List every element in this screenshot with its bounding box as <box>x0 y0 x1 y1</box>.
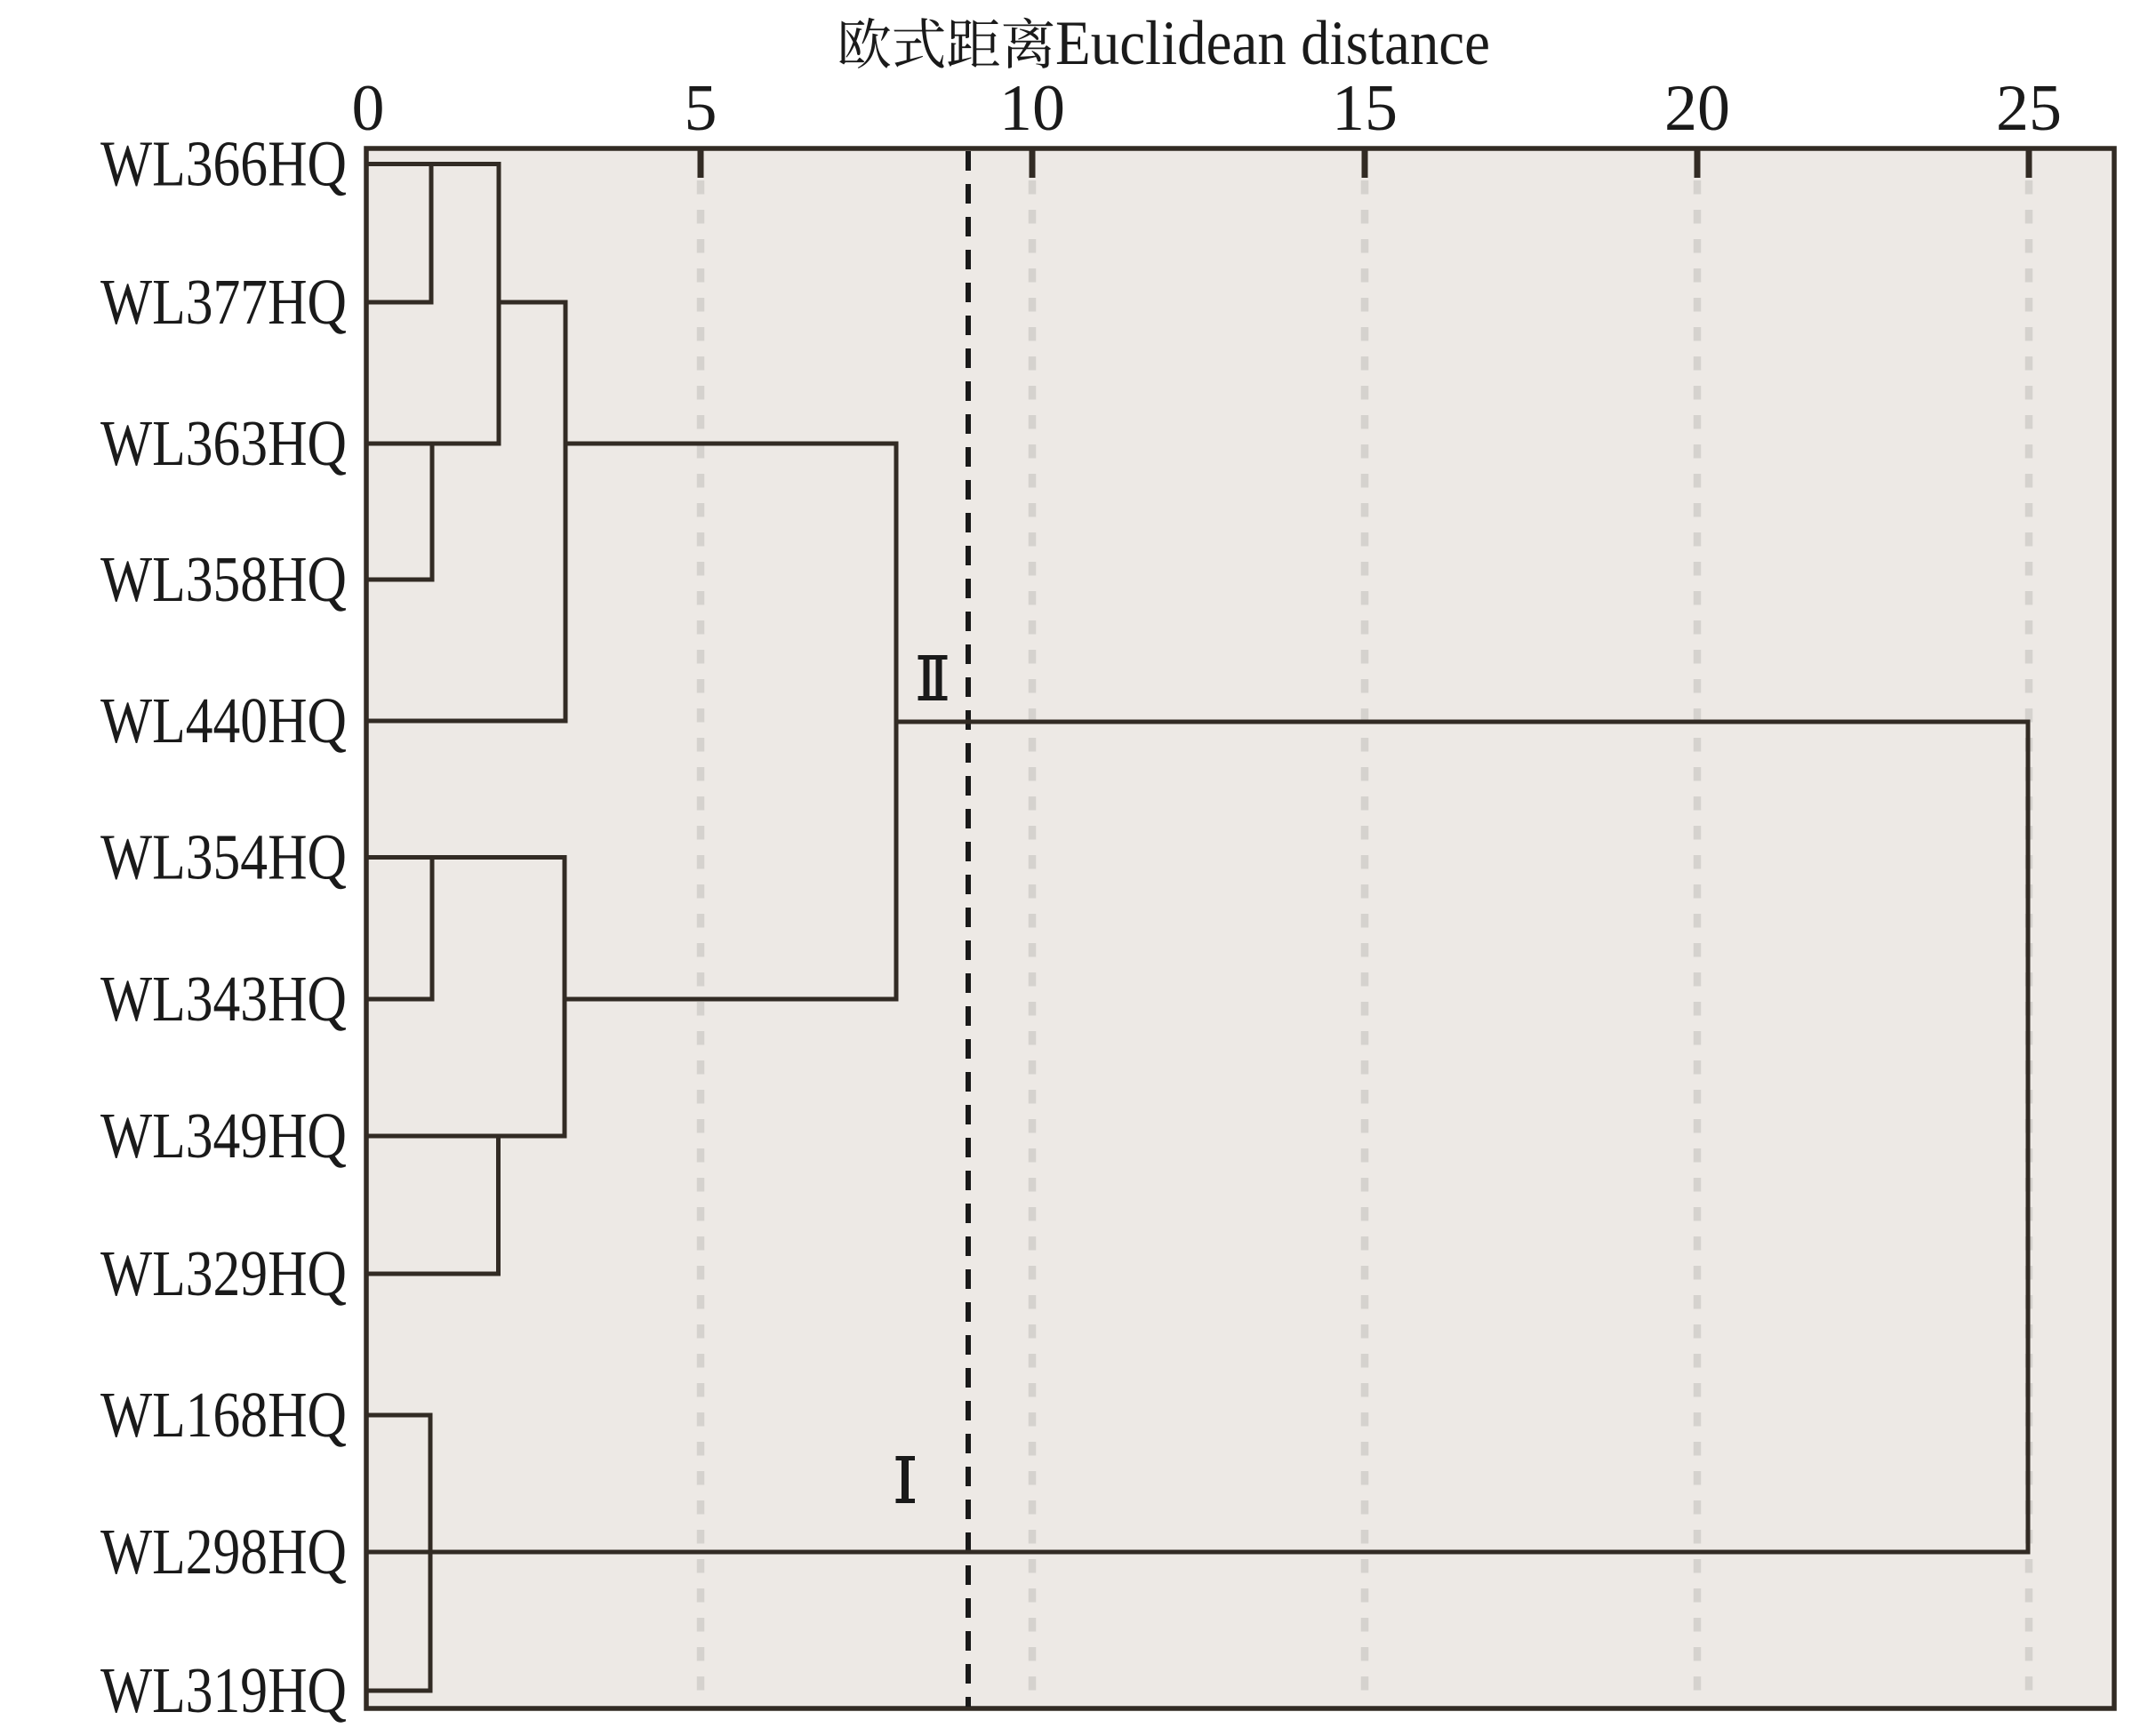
svg-text:Euclidean distance: Euclidean distance <box>1055 9 1490 78</box>
svg-text:WL343HQ: WL343HQ <box>100 963 347 1035</box>
svg-text:WL319HQ: WL319HQ <box>100 1654 347 1726</box>
svg-text:WL440HQ: WL440HQ <box>100 684 347 756</box>
svg-text:WL366HQ: WL366HQ <box>100 128 347 200</box>
svg-text:WL363HQ: WL363HQ <box>100 407 347 479</box>
svg-text:0: 0 <box>352 72 385 145</box>
svg-text:15: 15 <box>1332 72 1398 145</box>
svg-text:WL329HQ: WL329HQ <box>100 1237 347 1309</box>
svg-text:WL354HQ: WL354HQ <box>100 821 347 893</box>
svg-text:WL168HQ: WL168HQ <box>100 1379 347 1451</box>
svg-text:5: 5 <box>685 72 717 145</box>
svg-text:20: 20 <box>1664 72 1730 145</box>
svg-text:WL349HQ: WL349HQ <box>100 1100 347 1172</box>
svg-text:WL377HQ: WL377HQ <box>100 266 347 338</box>
svg-text:WL358HQ: WL358HQ <box>100 543 347 615</box>
svg-text:10: 10 <box>999 72 1065 145</box>
svg-text:25: 25 <box>1996 72 2062 145</box>
svg-text:WL298HQ: WL298HQ <box>100 1516 347 1588</box>
